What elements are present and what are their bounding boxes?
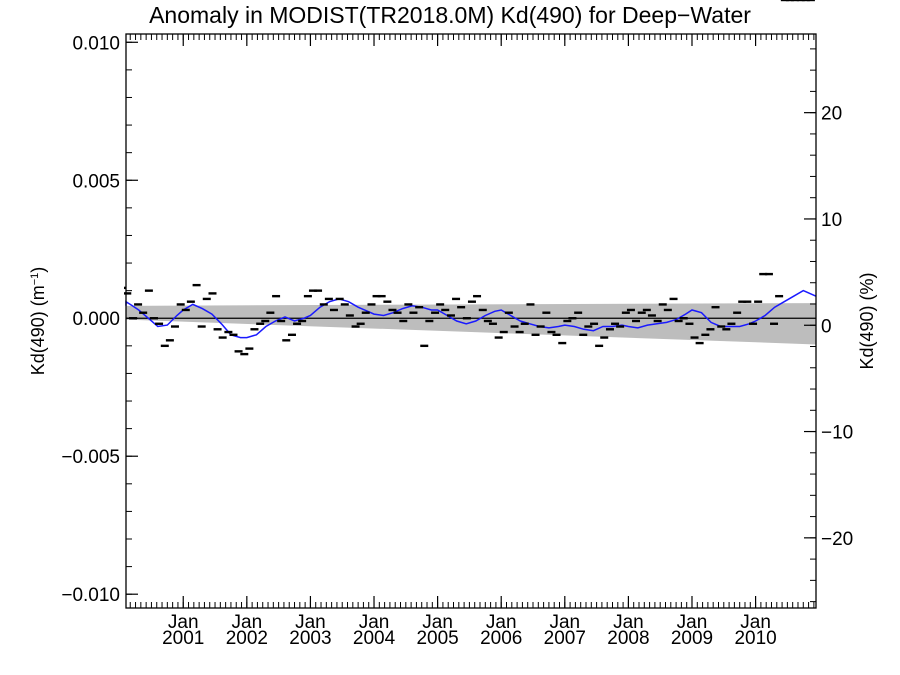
y2-tick-label: −20 — [821, 529, 853, 550]
x-tick-month-label: Jan — [232, 612, 263, 633]
y2-tick-label: 10 — [821, 210, 842, 231]
x-tick-month-label: Jan — [422, 612, 453, 633]
x-tick-year-label: 2010 — [734, 628, 776, 649]
x-tick-month-label: Jan — [486, 612, 517, 633]
plot-frame — [125, 33, 817, 609]
x-tick-month-label: Jan — [613, 612, 644, 633]
y-axis-title-left-main: Kd(490) (m — [28, 285, 48, 375]
x-tick-year-label: 2002 — [226, 628, 268, 649]
y2-tick-label: −10 — [821, 423, 853, 444]
y-tick-label: −0.005 — [61, 447, 120, 468]
x-tick-year-label: 2007 — [544, 628, 586, 649]
y2-tick-label: 0 — [821, 316, 832, 337]
x-tick-year-label: 2006 — [480, 628, 522, 649]
x-tick-month-label: Jan — [677, 612, 708, 633]
x-tick-month-label: Jan — [549, 612, 580, 633]
chart-title: Anomaly in MODIST(TR2018.0M) Kd(490) for… — [149, 2, 751, 28]
x-tick-month-label: Jan — [295, 612, 326, 633]
x-tick-year-label: 2008 — [607, 628, 649, 649]
x-tick-year-label: 2009 — [671, 628, 713, 649]
y-axis-title-left-close: ) — [28, 267, 48, 273]
y-axis-title-right: Kd(490) (%) — [857, 272, 877, 369]
y2-tick-label: 20 — [821, 104, 842, 125]
x-tick-year-label: 2004 — [353, 628, 396, 649]
monthly-anomaly-layer — [124, 0, 815, 356]
x-tick-year-label: 2003 — [289, 628, 331, 649]
x-tick-month-label: Jan — [359, 612, 390, 633]
y-tick-label: 0.000 — [72, 309, 120, 330]
x-tick-month-label: Jan — [740, 612, 771, 633]
y-tick-label: −0.010 — [61, 585, 120, 606]
tick-label-layer: 0.0100.0050.000−0.005−0.01020100−10−20Ja… — [61, 33, 853, 649]
y-tick-label: 0.010 — [72, 33, 120, 54]
x-tick-month-label: Jan — [168, 612, 199, 633]
x-tick-year-label: 2001 — [162, 628, 204, 649]
y-axis-title-left: Kd(490) (m−1) — [28, 267, 48, 376]
tick-layer — [126, 34, 816, 608]
x-tick-year-label: 2005 — [416, 628, 458, 649]
y-axis-title-left-sup: −1 — [29, 273, 41, 286]
y-tick-label: 0.005 — [72, 171, 120, 192]
